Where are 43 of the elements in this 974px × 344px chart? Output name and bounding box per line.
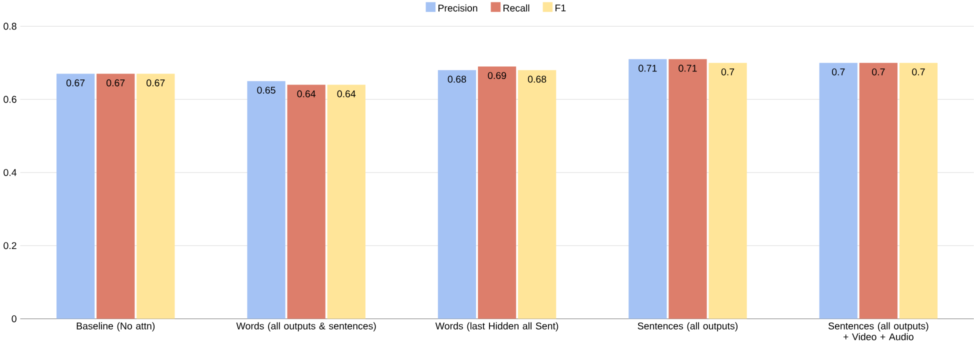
bar bbox=[56, 74, 95, 320]
bar bbox=[438, 70, 476, 320]
bar bbox=[136, 74, 175, 320]
legend-label: F1 bbox=[556, 4, 566, 12]
data-label: 0.7 bbox=[832, 68, 845, 76]
legend-label: Recall bbox=[504, 4, 530, 12]
data-label: 0.67 bbox=[66, 80, 85, 87]
legend-label: Precision bbox=[438, 4, 478, 12]
bar bbox=[478, 66, 516, 320]
y-tick-label: 0.2 bbox=[4, 242, 16, 250]
data-label: 0.71 bbox=[678, 65, 697, 72]
bar bbox=[628, 59, 667, 320]
bar bbox=[327, 84, 366, 320]
bar bbox=[96, 74, 135, 320]
x-tick-label: Sentences (all outputs) + Video + Audio bbox=[828, 322, 928, 341]
bar bbox=[518, 70, 556, 320]
bar bbox=[899, 63, 938, 320]
data-label: 0.68 bbox=[448, 76, 466, 83]
y-tick-label: 0.8 bbox=[4, 23, 16, 30]
bar bbox=[708, 63, 747, 320]
data-label: 0.7 bbox=[721, 68, 734, 76]
data-label: 0.67 bbox=[106, 80, 125, 87]
data-label: 0.71 bbox=[638, 65, 657, 72]
x-tick-label: Sentences (all outputs) bbox=[638, 322, 738, 332]
data-label: 0.64 bbox=[297, 90, 316, 98]
bar bbox=[247, 81, 286, 320]
data-label: 0.7 bbox=[912, 68, 925, 76]
bar bbox=[859, 63, 898, 320]
y-tick-label: 0.4 bbox=[4, 169, 17, 176]
bar bbox=[668, 59, 707, 320]
data-label: 0.64 bbox=[337, 90, 356, 98]
data-label: 0.65 bbox=[257, 86, 276, 94]
y-tick-label: 0.6 bbox=[4, 96, 16, 104]
data-label: 0.7 bbox=[872, 68, 885, 76]
x-tick-label: Words (all outputs & sentences) bbox=[236, 322, 376, 332]
x-tick-label: Words (last Hidden all Sent) bbox=[435, 322, 558, 332]
data-label: 0.68 bbox=[528, 76, 546, 83]
data-label: 0.67 bbox=[146, 80, 165, 87]
y-tick-label: 0 bbox=[12, 316, 16, 322]
x-tick-label: Baseline (No attn) bbox=[76, 322, 155, 332]
bar bbox=[287, 84, 326, 320]
bar bbox=[819, 63, 858, 320]
data-label: 0.69 bbox=[488, 72, 506, 80]
